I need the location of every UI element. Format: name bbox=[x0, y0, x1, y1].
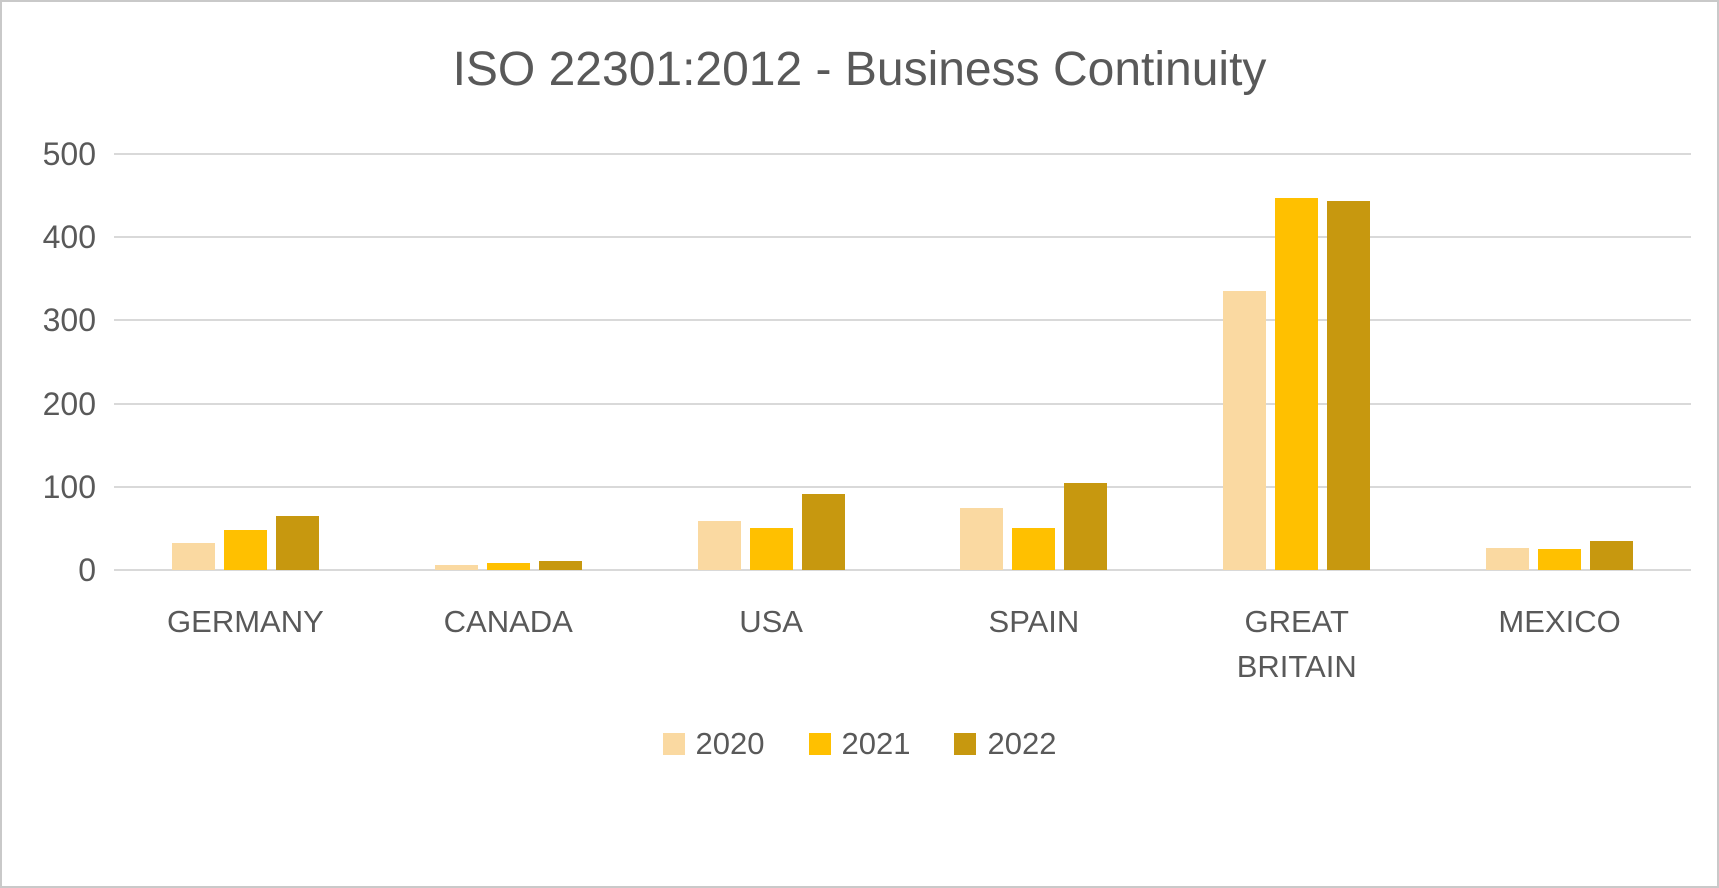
bar-spain-2021 bbox=[1012, 527, 1056, 570]
legend-label-2021: 2021 bbox=[841, 726, 911, 761]
legend-label-2022: 2022 bbox=[987, 726, 1057, 761]
plot-area bbox=[114, 153, 1691, 571]
legend-item-2020: 2020 bbox=[662, 726, 765, 761]
x-label-canada: CANADA bbox=[443, 604, 573, 639]
bar-usa-2020 bbox=[697, 520, 741, 570]
bar-canada-2020 bbox=[434, 565, 478, 570]
bar-great-britain-2022 bbox=[1327, 200, 1371, 570]
x-label-usa: USA bbox=[739, 604, 803, 639]
bar-group-germany bbox=[114, 154, 377, 570]
y-tick-label-0: 0 bbox=[78, 552, 96, 588]
y-tick-label-400: 400 bbox=[42, 219, 96, 256]
x-label-mexico: MEXICO bbox=[1498, 604, 1621, 639]
bar-usa-2021 bbox=[749, 527, 793, 570]
x-label-germany: GERMANY bbox=[167, 604, 324, 639]
x-label-spain: SPAIN bbox=[988, 604, 1080, 639]
bar-group-mexico bbox=[1428, 154, 1691, 570]
bar-group-spain bbox=[902, 154, 1165, 570]
bar-canada-2021 bbox=[486, 562, 530, 570]
x-label-slot-usa: USA bbox=[640, 600, 903, 690]
x-label-great-britain: GREAT BRITAIN bbox=[1236, 604, 1357, 684]
legend-item-2022: 2022 bbox=[954, 728, 1056, 759]
bar-spain-2022 bbox=[1064, 482, 1108, 570]
y-tick-label-200: 200 bbox=[42, 385, 96, 422]
gridline-300 bbox=[114, 319, 1691, 322]
x-label-slot-spain: SPAIN bbox=[902, 600, 1165, 690]
bar-group-usa bbox=[640, 154, 903, 570]
x-label-slot-canada: CANADA bbox=[377, 600, 640, 690]
bar-mexico-2020 bbox=[1486, 547, 1530, 570]
gridline-0 bbox=[114, 569, 1691, 571]
bar-great-britain-2021 bbox=[1275, 198, 1319, 570]
legend-swatch-2021 bbox=[808, 732, 831, 755]
bar-usa-2022 bbox=[801, 494, 845, 570]
chart-title: ISO 22301:2012 - Business Continuity bbox=[452, 43, 1267, 96]
legend-swatch-2020 bbox=[662, 732, 685, 755]
x-label-slot-mexico: MEXICO bbox=[1428, 600, 1691, 690]
bar-canada-2022 bbox=[538, 560, 582, 570]
gridline-200 bbox=[114, 402, 1691, 405]
bar-mexico-2022 bbox=[1590, 540, 1634, 570]
gridline-400 bbox=[114, 236, 1691, 239]
gridline-500 bbox=[114, 153, 1691, 155]
bar-germany-2022 bbox=[275, 515, 319, 570]
legend-swatch-2022 bbox=[954, 732, 977, 755]
bar-great-britain-2020 bbox=[1223, 291, 1267, 570]
x-axis-labels: GERMANY CANADA USA SPAIN GREAT BRITAIN MEXICO bbox=[114, 600, 1691, 690]
y-tick-label-500: 500 bbox=[42, 136, 96, 172]
bar-mexico-2021 bbox=[1538, 549, 1582, 570]
legend-item-2021: 2021 bbox=[808, 726, 911, 761]
y-tick-label-300: 300 bbox=[42, 302, 96, 339]
legend-label-2020: 2020 bbox=[695, 726, 765, 761]
bar-germany-2021 bbox=[223, 530, 267, 570]
legend: 2020 2021 2022 bbox=[2, 728, 1717, 759]
bar-germany-2020 bbox=[171, 542, 215, 570]
bar-group-canada bbox=[377, 154, 640, 570]
bar-spain-2020 bbox=[960, 507, 1004, 570]
y-axis: 0 100 200 300 400 500 bbox=[20, 138, 96, 586]
x-label-slot-germany: GERMANY bbox=[114, 600, 377, 690]
bar-groups bbox=[114, 154, 1691, 570]
y-tick-label-100: 100 bbox=[42, 468, 96, 505]
bar-group-great-britain bbox=[1165, 154, 1428, 570]
gridline-100 bbox=[114, 485, 1691, 488]
x-label-slot-great-britain: GREAT BRITAIN bbox=[1165, 600, 1428, 690]
